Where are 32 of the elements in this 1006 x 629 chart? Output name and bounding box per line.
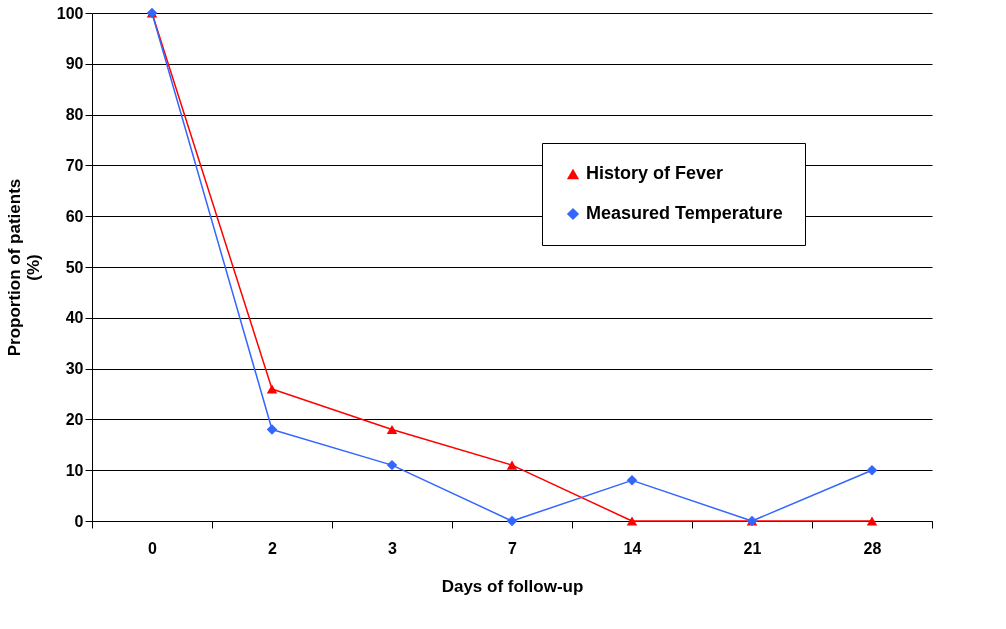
y-tick-label: 70: [65, 156, 84, 174]
point: [266, 424, 278, 435]
x-tick-label: 0: [148, 539, 158, 557]
point: [626, 475, 638, 486]
y-tick-label: 100: [56, 4, 84, 22]
point: [266, 384, 278, 394]
x-tick-label: 14: [623, 539, 642, 557]
y-tick-label: 10: [65, 461, 84, 479]
point: [506, 515, 518, 527]
y-tick-label: 40: [65, 309, 84, 327]
point: [866, 516, 878, 526]
point: [626, 516, 638, 526]
x-tick-label: 3: [388, 539, 398, 557]
y-axis-title: Proportion of patients (%): [4, 178, 43, 357]
point: [506, 460, 518, 470]
y-tick-label: 30: [65, 360, 84, 378]
y-tick-label: 90: [65, 55, 84, 73]
x-tick-label: 7: [508, 539, 518, 557]
x-tick-label: 21: [743, 539, 762, 557]
legend-label: History of Fever: [586, 163, 724, 183]
point: [866, 464, 878, 476]
x-tick-label: 28: [863, 539, 882, 557]
y-tick-label: 0: [74, 512, 84, 530]
point: [386, 425, 398, 435]
y-tick-label: 50: [65, 258, 84, 276]
y-tick-label: 80: [65, 106, 84, 124]
legend-label: Measured Temperature: [586, 203, 783, 223]
x-tick-label: 2: [268, 539, 278, 557]
y-tick-label: 60: [65, 207, 84, 225]
x-axis-title: Days of follow-up: [441, 576, 584, 596]
point: [386, 459, 398, 471]
y-tick-label: 20: [65, 410, 84, 428]
